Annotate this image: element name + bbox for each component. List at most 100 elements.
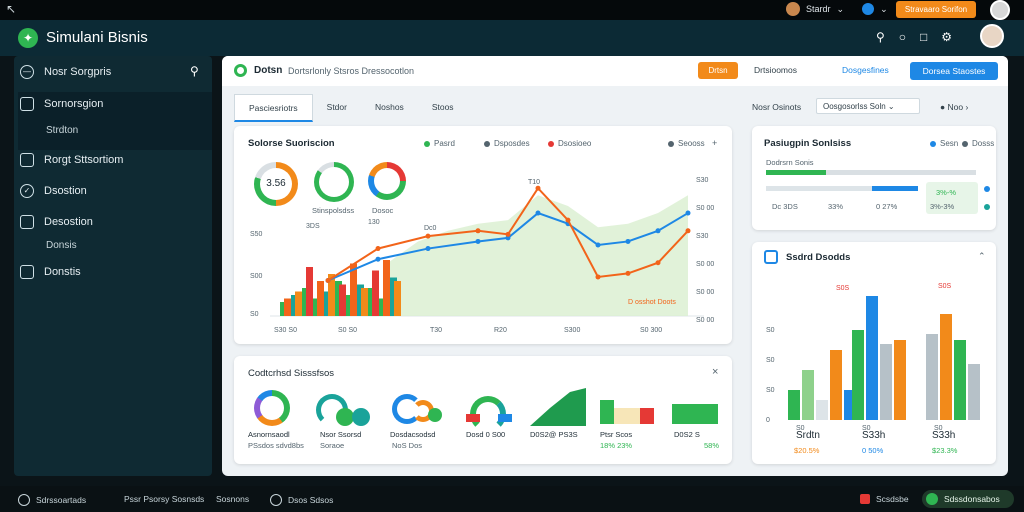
line-point-0-8 (625, 238, 631, 244)
bottom-item-1[interactable]: Pssr Psorsy Sosnsds (124, 494, 205, 504)
sidebar-subitem-2[interactable]: Strdton (46, 125, 79, 136)
line-point-0-1 (375, 256, 381, 262)
overall-label-3: Dosd 0 S00 (466, 430, 506, 439)
user-chip[interactable]: Stardr ⌄ ⌄ (786, 2, 888, 16)
filter-select[interactable]: Oosgosorlss Soln ⌄ (816, 98, 920, 114)
kpi-box (926, 182, 978, 214)
overall-label-2: Dosdacsodsd (390, 430, 436, 439)
sidebar-item-3[interactable]: Rorgt Sttsortiom (20, 153, 123, 167)
bar-card-icon (764, 250, 778, 264)
sidebar-item-1[interactable]: Sornorsgion (20, 97, 103, 111)
primary-button[interactable]: Dorsea Staostes (910, 62, 998, 80)
sidebar-item-7[interactable]: Donstis (20, 265, 81, 279)
y-tick-label: S50 (250, 231, 263, 238)
sidebar-subitem-6[interactable]: Donsis (46, 240, 77, 251)
tab-0[interactable]: Pasciesriotrs (234, 94, 313, 122)
nav-label[interactable]: ● Noo › (940, 102, 969, 112)
overall-card-title: Codtcrhsd Sisssfsos (248, 368, 335, 379)
bar-card: Ssdrd Dsodds ⌃ S0 S0 S0 0 S0S S0S S0 S0 S0 Srdtn… (752, 242, 996, 464)
bell-icon[interactable]: ○ (898, 30, 907, 44)
grouped-bar-1-1 (866, 296, 878, 420)
card-expand-icon[interactable]: + (712, 138, 718, 148)
orange-button[interactable]: Drtsn (698, 62, 738, 79)
line-point-0-4 (505, 235, 511, 241)
bottom-item-0[interactable]: Sdrssoartads (18, 494, 86, 506)
kpi-bar-blue (872, 186, 918, 191)
summary-value-1: 0 50% (862, 446, 884, 455)
grouped-bar-1-3 (894, 340, 906, 420)
kpi-bar-green (766, 170, 826, 175)
line-point-1-7 (595, 274, 601, 280)
chevron-down-icon[interactable]: ⌄ (880, 3, 888, 14)
overall-mini-bars (600, 400, 656, 424)
search-icon[interactable]: ⚲ (876, 30, 885, 44)
bar-x-label: S0 (862, 425, 871, 432)
tab-3[interactable]: Stoos (431, 102, 454, 112)
overall-blob-blue (392, 390, 448, 426)
bar-0-1 (291, 295, 298, 316)
kpi-card: Pasiugpin Sonlsiss Sesn Dosss Dodrsrn So… (752, 126, 996, 230)
tab-2[interactable]: Noshos (374, 102, 404, 112)
info-icon (270, 494, 282, 506)
kpi-sublabel: Dodrsrn Sonis (766, 158, 814, 167)
overall-area-chart (530, 388, 586, 426)
bar-0-4 (324, 291, 331, 316)
bar-0-0 (280, 302, 287, 316)
search-icon[interactable]: ⚲ (190, 64, 199, 78)
donut-center-value: 3.56 (260, 168, 292, 200)
bar-card-title: Ssdrd Dsodds (786, 252, 851, 263)
sidebar-item-0[interactable]: — Nosr Sorgpris (20, 65, 111, 79)
sidebar-item-5[interactable]: Desostion (20, 215, 93, 229)
line-point-1-9 (655, 260, 661, 266)
clock-icon: — (20, 65, 34, 79)
right-value-label: S0 00 (696, 289, 714, 296)
overall-label-4: D0S2@ PS3S (530, 430, 578, 439)
top-action-button[interactable]: Stravaaro Sorifon (896, 1, 976, 18)
summary-value-2: $23.3% (932, 446, 958, 455)
grouped-bar-0-2 (816, 400, 828, 420)
bottom-status-pill[interactable]: Sdssdonsabos (922, 490, 1014, 508)
top-avatar[interactable] (990, 0, 1010, 20)
bar-0-9 (379, 298, 386, 316)
bar-0-5 (335, 281, 342, 316)
bar-1-10 (394, 281, 401, 316)
toolbar-label: Nosr Osinots (752, 102, 802, 112)
x-tick-label: S300 (564, 327, 580, 334)
status-icon (862, 3, 875, 15)
link-button-1[interactable]: Drtsioomos (754, 65, 797, 75)
line-point-0-7 (595, 242, 601, 248)
area-shape (530, 388, 586, 426)
bottom-item-4[interactable]: Scsdsbe (860, 494, 909, 504)
bar-y-tick: S0 (766, 327, 775, 334)
donut-label-1: Stinspolsdss (312, 206, 355, 215)
kpi-card-title: Pasiugpin Sonlsiss (764, 138, 852, 149)
bar-y-tick: 0 (766, 417, 770, 424)
close-icon[interactable]: × (712, 366, 719, 378)
profile-avatar[interactable] (980, 24, 1004, 48)
tab-1[interactable]: Stdor (326, 102, 347, 112)
grouped-bar-2-1 (940, 314, 952, 420)
sales-card: Solorse Suoriscion Pasrd Dsposdes Dsosio… (234, 126, 732, 344)
sidebar-item-4[interactable]: ✓ Dsostion (20, 184, 87, 198)
grouped-bar-2-2 (954, 340, 966, 420)
bar-0-6 (346, 295, 353, 316)
calendar-icon (20, 97, 34, 111)
bar-1-3 (317, 281, 324, 316)
back-icon[interactable]: ↖ (6, 2, 17, 16)
line-point-1-3 (475, 228, 481, 234)
bottom-bar: Sdrssoartads Pssr Psorsy Sosnsds Sosnons… (0, 486, 1024, 512)
link-button-2[interactable]: Dosgesfines (842, 65, 889, 75)
overall-sub-1: Soraoe (320, 441, 345, 450)
line-point-1-5 (535, 185, 541, 191)
sales-card-title: Solorse Suoriscion (248, 138, 335, 149)
kpi-bar-track (826, 170, 976, 175)
copy-icon[interactable]: □ (920, 30, 928, 44)
app-title: Simulani Bisnis (46, 29, 148, 46)
bottom-item-3[interactable]: Dsos Sdsos (270, 494, 333, 506)
chevron-down-icon[interactable]: ⌄ (836, 3, 845, 14)
chevron-up-icon[interactable]: ⌃ (978, 251, 986, 261)
grouped-bar-1-2 (880, 344, 892, 420)
gear-icon[interactable]: ⚙ (941, 30, 953, 44)
bottom-item-2[interactable]: Sosnons (216, 494, 250, 504)
line-point-1-10 (685, 228, 691, 234)
